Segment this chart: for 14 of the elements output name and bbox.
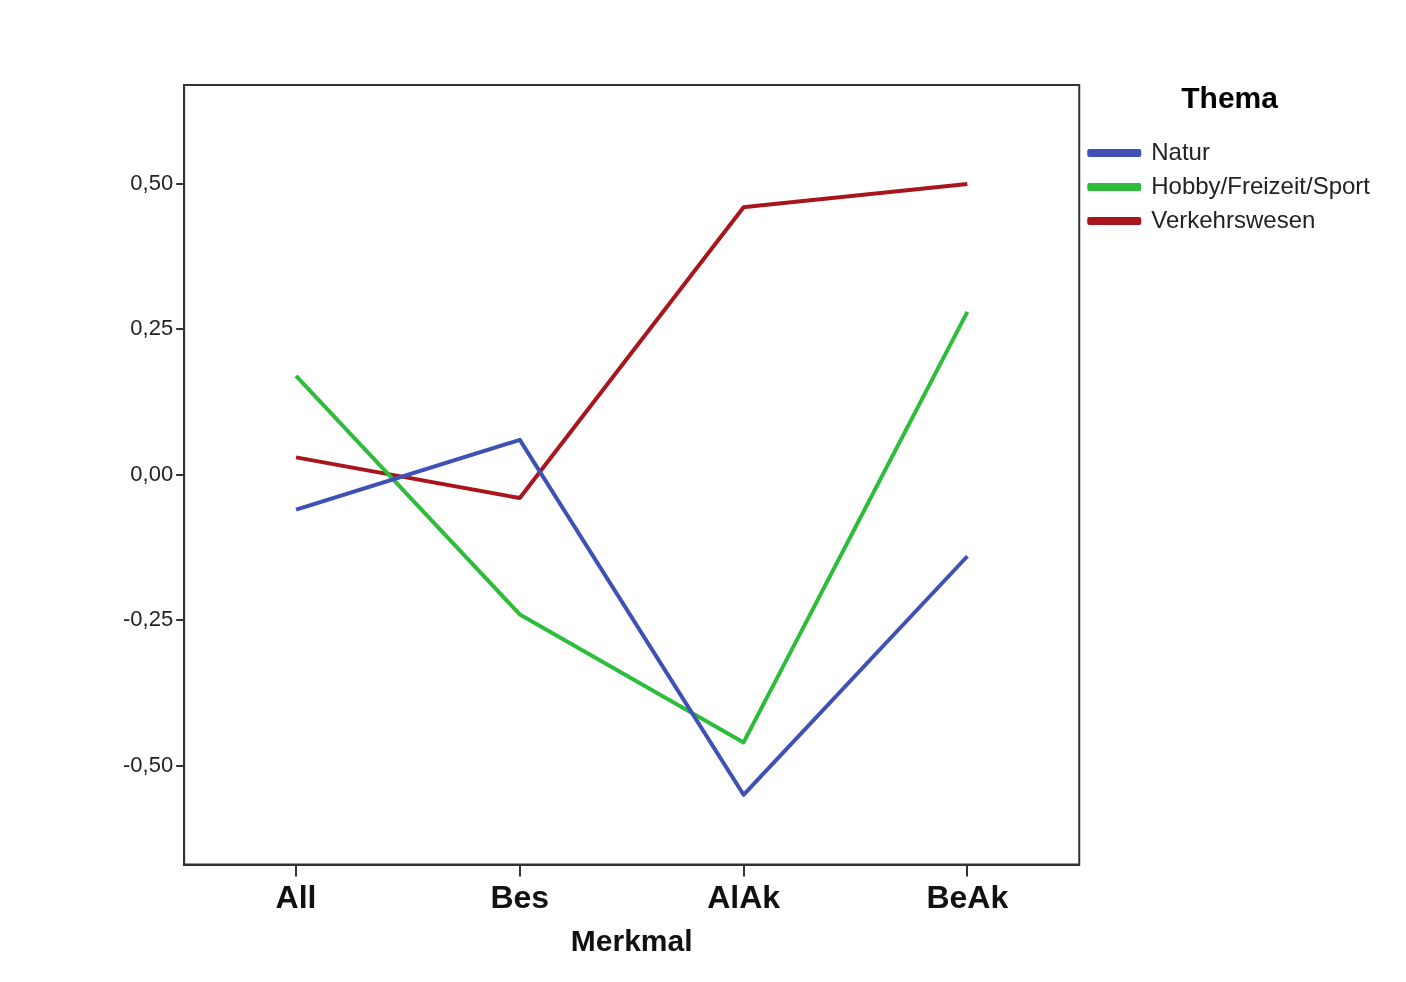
legend-label: Natur: [1151, 137, 1210, 165]
y-tick-label: 0,50: [130, 169, 174, 195]
y-tick-label: 0,25: [130, 315, 174, 341]
legend-title: Thema: [1181, 81, 1279, 115]
x-tick-label: BeAk: [926, 878, 1009, 915]
x-tick-label: AlAk: [707, 878, 781, 915]
y-tick-label: 0,00: [130, 460, 174, 486]
y-tick-label: -0,50: [122, 751, 174, 777]
x-tick-label: All: [275, 878, 317, 915]
x-axis-title: Merkmal: [570, 924, 693, 958]
legend-label: Hobby/Freizeit/Sport: [1151, 171, 1371, 199]
legend-label: Verkehrswesen: [1151, 205, 1316, 233]
y-tick-label: -0,25: [122, 606, 174, 632]
x-tick-label: Bes: [490, 878, 550, 915]
